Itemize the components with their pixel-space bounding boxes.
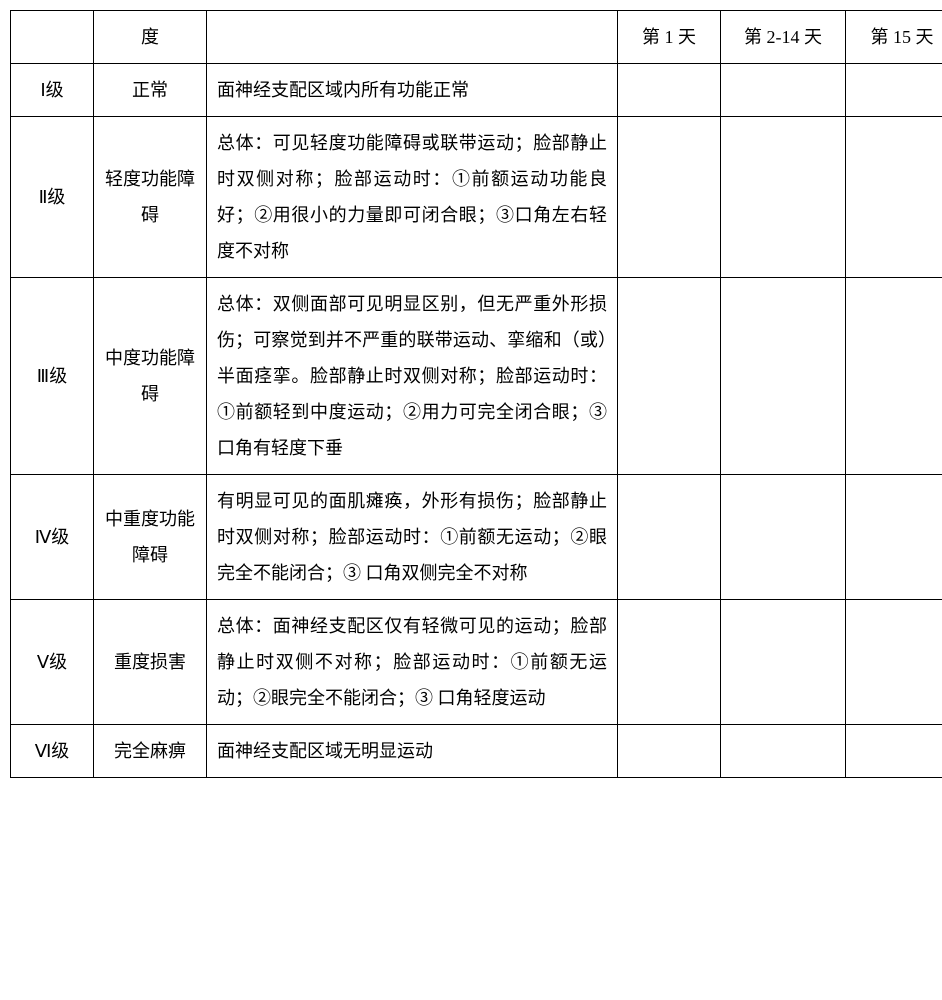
table-row: Ⅳ级 中重度功能障碍 有明显可见的面肌瘫痪，外形有损伤；脸部静止时双侧对称；脸部… [11, 475, 942, 600]
cell-day2 [721, 475, 846, 600]
header-day1: 第 1 天 [618, 11, 721, 64]
cell-day3 [846, 64, 942, 117]
cell-desc: 总体：可见轻度功能障碍或联带运动；脸部静止时双侧对称；脸部运动时：①前额运动功能… [207, 117, 618, 278]
cell-grade: Ⅰ级 [11, 64, 94, 117]
cell-day1 [618, 278, 721, 475]
table-row: Ⅰ级 正常 面神经支配区域内所有功能正常 [11, 64, 942, 117]
cell-degree: 中重度功能障碍 [94, 475, 207, 600]
cell-day2 [721, 64, 846, 117]
header-degree: 度 [94, 11, 207, 64]
header-desc [207, 11, 618, 64]
cell-day3 [846, 117, 942, 278]
cell-day3 [846, 278, 942, 475]
cell-day3 [846, 600, 942, 725]
cell-day3 [846, 725, 942, 778]
cell-day1 [618, 600, 721, 725]
header-day2: 第 2-14 天 [721, 11, 846, 64]
cell-desc: 总体：面神经支配区仅有轻微可见的运动；脸部静止时双侧不对称；脸部运动时：①前额无… [207, 600, 618, 725]
cell-day2 [721, 278, 846, 475]
facial-nerve-grading-table: 度 第 1 天 第 2-14 天 第 15 天 Ⅰ级 正常 面神经支配区域内所有… [10, 10, 942, 778]
cell-day2 [721, 117, 846, 278]
cell-grade: Ⅵ级 [11, 725, 94, 778]
cell-desc: 面神经支配区域内所有功能正常 [207, 64, 618, 117]
cell-day2 [721, 600, 846, 725]
cell-degree: 轻度功能障碍 [94, 117, 207, 278]
cell-desc: 有明显可见的面肌瘫痪，外形有损伤；脸部静止时双侧对称；脸部运动时：①前额无运动；… [207, 475, 618, 600]
cell-grade: Ⅴ级 [11, 600, 94, 725]
cell-degree: 正常 [94, 64, 207, 117]
cell-grade: Ⅲ级 [11, 278, 94, 475]
header-day3: 第 15 天 [846, 11, 942, 64]
table-row: Ⅲ级 中度功能障碍 总体：双侧面部可见明显区别，但无严重外形损伤；可察觉到并不严… [11, 278, 942, 475]
cell-grade: Ⅳ级 [11, 475, 94, 600]
cell-day3 [846, 475, 942, 600]
cell-day1 [618, 725, 721, 778]
cell-degree: 重度损害 [94, 600, 207, 725]
cell-day1 [618, 117, 721, 278]
cell-degree: 完全麻痹 [94, 725, 207, 778]
cell-desc: 总体：双侧面部可见明显区别，但无严重外形损伤；可察觉到并不严重的联带运动、挛缩和… [207, 278, 618, 475]
cell-desc: 面神经支配区域无明显运动 [207, 725, 618, 778]
table-row: Ⅴ级 重度损害 总体：面神经支配区仅有轻微可见的运动；脸部静止时双侧不对称；脸部… [11, 600, 942, 725]
table-row: Ⅵ级 完全麻痹 面神经支配区域无明显运动 [11, 725, 942, 778]
cell-degree: 中度功能障碍 [94, 278, 207, 475]
cell-day1 [618, 475, 721, 600]
header-grade [11, 11, 94, 64]
table-row: Ⅱ级 轻度功能障碍 总体：可见轻度功能障碍或联带运动；脸部静止时双侧对称；脸部运… [11, 117, 942, 278]
table-header-row: 度 第 1 天 第 2-14 天 第 15 天 [11, 11, 942, 64]
cell-grade: Ⅱ级 [11, 117, 94, 278]
cell-day1 [618, 64, 721, 117]
cell-day2 [721, 725, 846, 778]
